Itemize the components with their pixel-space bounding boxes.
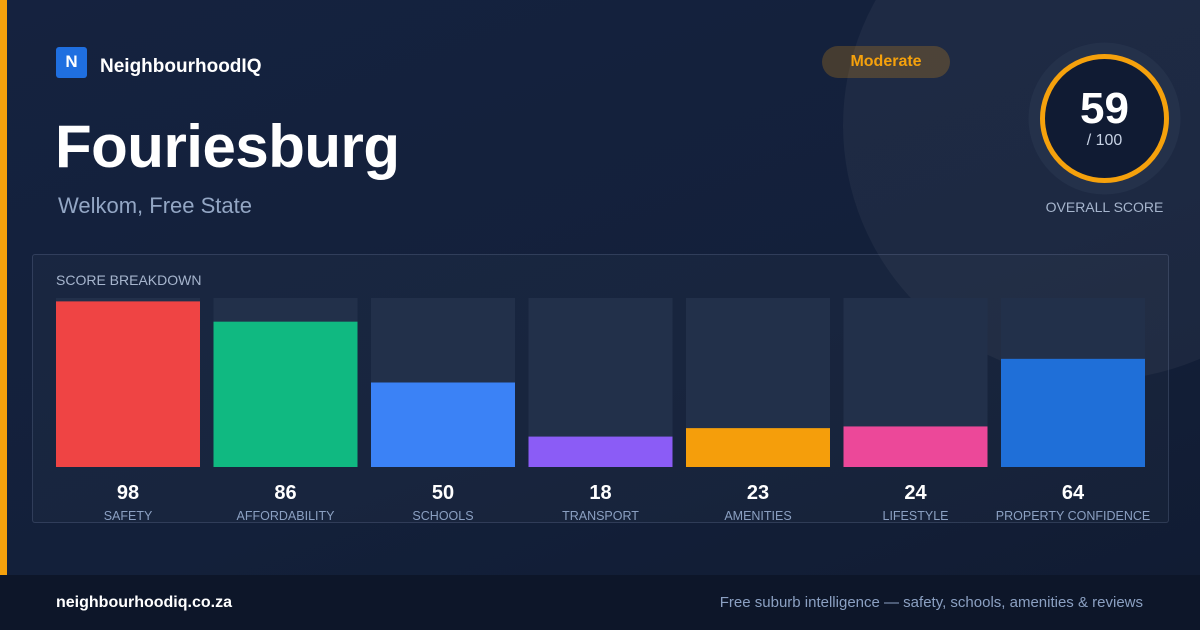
bar-label-lifestyle: LIFESTYLE [883, 509, 949, 523]
score-breakdown-title: SCORE BREAKDOWN [56, 272, 202, 288]
bar-affordability [213, 321, 358, 467]
bar-value-lifestyle: 24 [904, 482, 927, 504]
footer [0, 575, 1200, 630]
bar-label-schools: SCHOOLS [412, 509, 473, 523]
bar-property-confidence [1001, 358, 1145, 467]
bar-label-property-confidence: PROPERTY CONFIDENCE [996, 509, 1150, 523]
overall-score-max: / 100 [1086, 132, 1123, 149]
score-breakdown-chart: 98 SAFETY 86 AFFORDABILITY 50 SCHOOLS 18 TRANSP… [56, 298, 1150, 523]
bar-value-transport: 18 [589, 482, 611, 504]
bar-value-affordability: 86 [274, 482, 296, 504]
footer-url-link[interactable]: neighbourhoodiq.co.za [56, 594, 232, 611]
footer-tagline: Free suburb intelligence — safety, schoo… [719, 594, 1143, 611]
bar-value-schools: 50 [432, 482, 454, 504]
bar-label-amenities: AMENITIES [724, 509, 791, 523]
accent-bar [0, 0, 7, 575]
brand[interactable]: N NeighbourhoodIQ [56, 46, 261, 78]
bar-label-transport: TRANSPORT [562, 509, 639, 523]
bar-label-safety: SAFETY [104, 509, 153, 523]
suburb-title: Fouriesburg [55, 113, 400, 180]
overall-score-label: OVERALL SCORE [1045, 199, 1164, 215]
rating-badge: Moderate [822, 46, 950, 78]
brand-name: NeighbourhoodIQ [100, 56, 262, 77]
bar-value-safety: 98 [117, 482, 139, 504]
bar-schools [371, 382, 515, 467]
bar-label-affordability: AFFORDABILITY [237, 509, 336, 523]
suburb-location: Welkom, Free State [58, 193, 252, 218]
score-breakdown-panel [32, 254, 1169, 523]
bar-safety [56, 301, 200, 467]
bar-value-amenities: 23 [747, 482, 769, 504]
brand-logo-icon: N [56, 46, 87, 78]
overall-score-value: 59 [1080, 84, 1129, 133]
bar-value-property-confidence: 64 [1062, 482, 1085, 504]
bar-amenities [686, 428, 830, 467]
overall-score-ring [1028, 42, 1181, 195]
bar-transport [528, 436, 673, 467]
bar-lifestyle [843, 426, 988, 467]
